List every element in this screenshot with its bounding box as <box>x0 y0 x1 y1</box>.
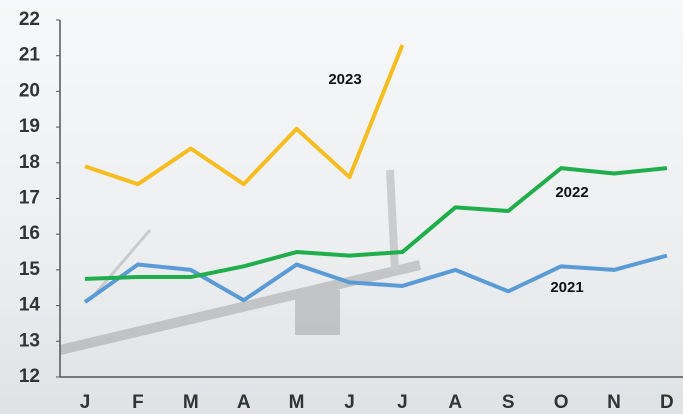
y-tick-label: 18 <box>19 152 40 173</box>
y-tick-label: 15 <box>19 259 41 280</box>
series-label: 2022 <box>555 184 588 201</box>
x-tick-label: S <box>502 392 515 413</box>
x-tick-label: M <box>289 392 305 413</box>
x-tick-label: J <box>397 392 408 413</box>
y-tick-label: 21 <box>19 45 41 66</box>
y-tick-label: 12 <box>19 366 40 387</box>
x-tick-label: A <box>448 392 462 413</box>
x-tick-label: J <box>80 392 91 413</box>
x-tick-label: N <box>607 392 621 413</box>
y-tick-label: 20 <box>19 80 40 101</box>
x-tick-label: A <box>237 392 251 413</box>
x-tick-label: M <box>183 392 199 413</box>
x-tick-label: F <box>132 392 144 413</box>
y-tick-label: 13 <box>19 330 40 351</box>
x-tick-label: D <box>660 392 674 413</box>
series-label: 2021 <box>550 279 583 296</box>
y-tick-label: 22 <box>19 9 40 30</box>
series-label: 2023 <box>328 71 361 88</box>
y-tick-label: 14 <box>19 295 41 316</box>
y-tick-label: 17 <box>19 188 40 209</box>
chart: 1213141516171819202122JFMAMJJASOND202120… <box>0 0 683 414</box>
x-tick-label: J <box>344 392 355 413</box>
y-tick-label: 16 <box>19 223 40 244</box>
x-tick-label: O <box>554 392 569 413</box>
background <box>0 0 683 414</box>
y-tick-label: 19 <box>19 116 40 137</box>
